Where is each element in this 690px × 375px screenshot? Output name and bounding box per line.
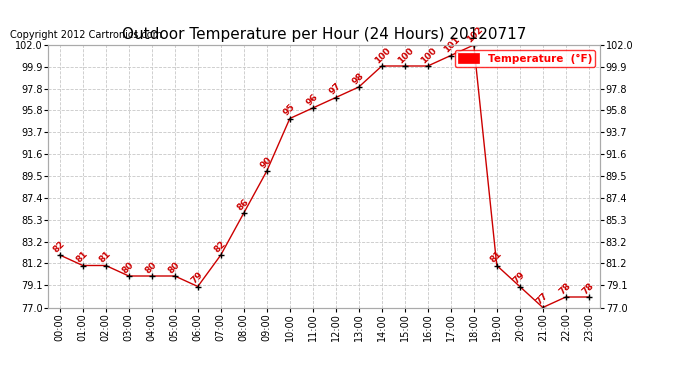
Text: 80: 80 — [121, 260, 135, 275]
Text: 97: 97 — [328, 81, 343, 97]
Text: Copyright 2012 Cartronics.com: Copyright 2012 Cartronics.com — [10, 30, 161, 40]
Text: 81: 81 — [489, 249, 504, 265]
Text: 95: 95 — [282, 102, 297, 118]
Text: 101: 101 — [442, 35, 462, 55]
Text: 80: 80 — [166, 260, 181, 275]
Text: 100: 100 — [373, 46, 393, 65]
Text: 80: 80 — [144, 260, 159, 275]
Text: 82: 82 — [213, 239, 228, 254]
Text: 96: 96 — [304, 92, 319, 107]
Text: 100: 100 — [397, 46, 416, 65]
Text: 78: 78 — [580, 281, 595, 296]
Text: 86: 86 — [235, 197, 250, 212]
Legend: Temperature  (°F): Temperature (°F) — [455, 50, 595, 67]
Title: Outdoor Temperature per Hour (24 Hours) 20120717: Outdoor Temperature per Hour (24 Hours) … — [122, 27, 526, 42]
Text: 81: 81 — [97, 249, 112, 265]
Text: 79: 79 — [190, 270, 205, 286]
Text: 79: 79 — [511, 270, 527, 286]
Text: 77: 77 — [535, 291, 550, 307]
Text: 100: 100 — [420, 46, 439, 65]
Text: 81: 81 — [75, 249, 90, 265]
Text: 98: 98 — [351, 71, 366, 86]
Text: 90: 90 — [259, 155, 274, 170]
Text: 82: 82 — [52, 239, 67, 254]
Text: 102: 102 — [466, 25, 485, 44]
Text: 78: 78 — [558, 281, 573, 296]
